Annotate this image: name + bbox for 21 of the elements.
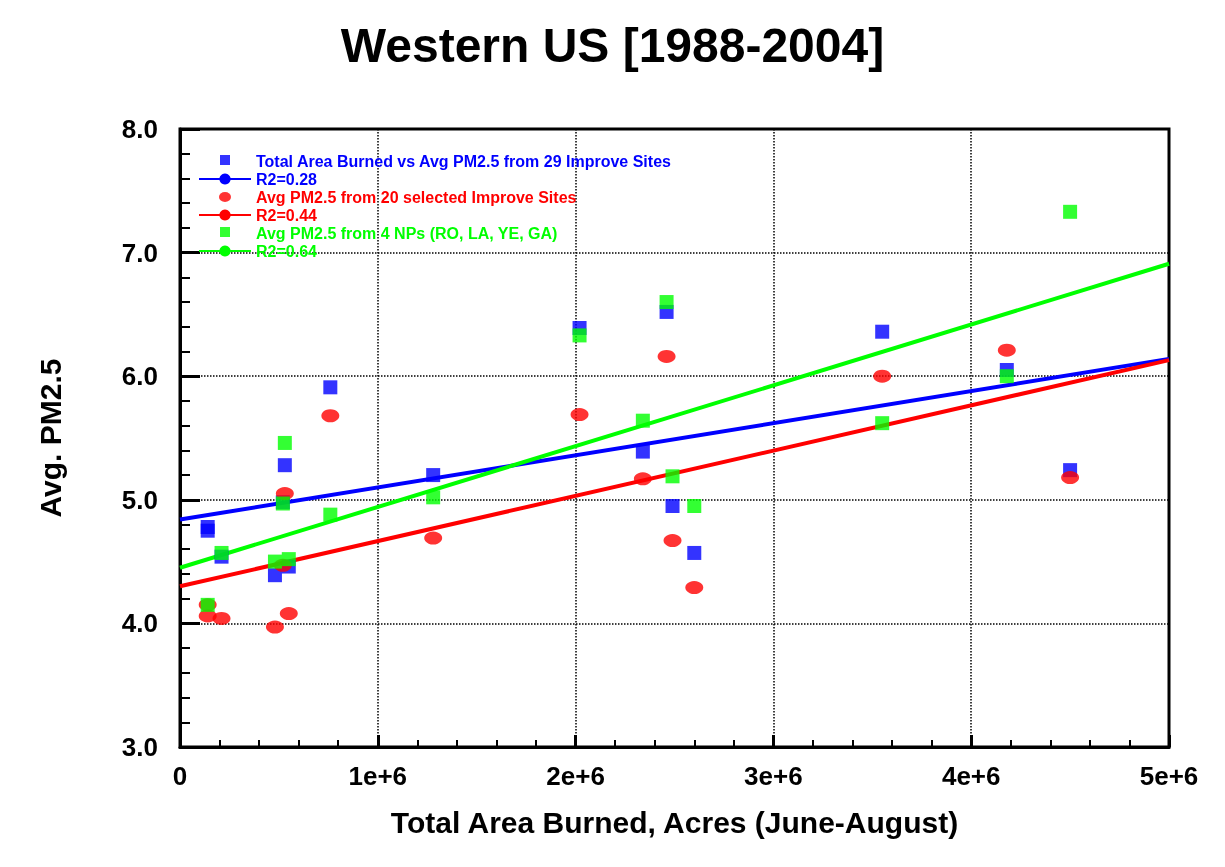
x-tick-label: 2e+6 [546, 761, 605, 791]
x-tick-label: 3e+6 [744, 761, 803, 791]
legend-label: R2=0.28 [256, 170, 318, 188]
legend-label: R2=0.44 [256, 206, 318, 224]
y-axis-title: Avg. PM2.5 [33, 358, 67, 518]
y-tick-label: 4.0 [121, 608, 158, 639]
x-tick-label: 0 [172, 761, 188, 791]
x-tick-label: 5e+6 [1139, 761, 1199, 791]
x-tick-label: 4e+6 [941, 761, 1001, 791]
x-axis-title: Total Area Burned, Acres (June-August) [390, 805, 959, 839]
legend-label: Total Area Burned vs Avg PM2.5 from 29 Improve Sites [256, 152, 672, 170]
y-tick-label: 5.0 [121, 484, 158, 515]
y-tick-label: 7.0 [121, 237, 158, 268]
y-tick-label: 3.0 [121, 732, 158, 762]
y-tick-label: 8.0 [121, 114, 158, 144]
chart-title: Western US [1988-2004] [340, 18, 885, 72]
y-tick-label: 6.0 [121, 361, 158, 392]
legend-label: Avg PM2.5 from 4 NPs (RO, LA, YE, GA) [256, 224, 558, 242]
x-tick-label: 1e+6 [348, 761, 408, 791]
legend-label: Avg PM2.5 from 20 selected Improve Sites [256, 188, 577, 206]
legend-label: R2=0.64 [256, 242, 318, 260]
